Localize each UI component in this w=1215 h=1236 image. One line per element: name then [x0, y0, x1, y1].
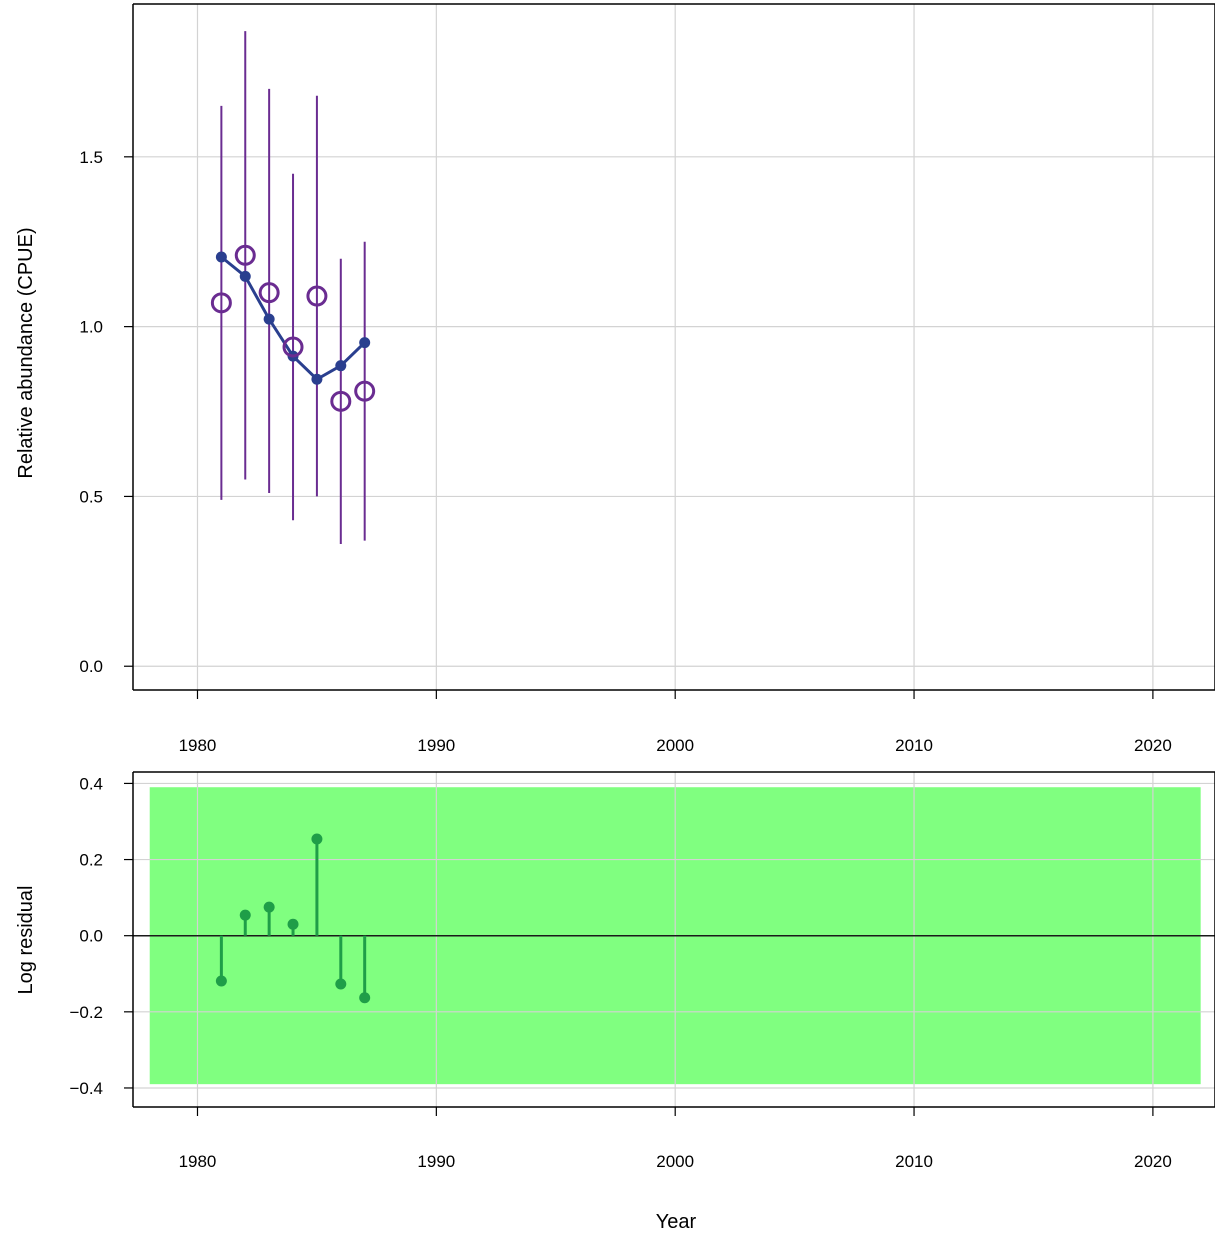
y-tick-label: 1.5: [79, 148, 103, 167]
y-tick-label: 0.0: [79, 657, 103, 676]
residual-point: [287, 918, 299, 930]
residual-point: [215, 975, 227, 987]
residual-point: [263, 901, 275, 913]
bottom-frame: [132, 771, 1215, 1108]
x-tick-label: 1990: [417, 736, 455, 755]
bottom-ticks: 1980 1990 2000 2010 2020 −0.4 −0.2 0.0 0.2 0.4: [69, 774, 1171, 1171]
residual-panel: 1980 1990 2000 2010 2020 −0.4 −0.2 0.0 0.2 0.4 Lo…: [15, 771, 1215, 1233]
y-tick-label: 0.0: [79, 927, 103, 946]
top-frame: [132, 3, 1215, 691]
observed-point: [234, 244, 256, 266]
bottom-y-axis-label: Log residual: [15, 886, 37, 995]
fitted-point: [335, 360, 347, 372]
fitted-point: [359, 337, 371, 349]
x-tick-label: 2010: [895, 736, 933, 755]
x-tick-label: 1980: [179, 1152, 217, 1171]
top-y-axis-label: Relative abundance (CPUE): [15, 227, 37, 478]
x-tick-label: 1990: [417, 1152, 455, 1171]
x-tick-label: 1980: [179, 736, 217, 755]
cpue-fit-panel: 1980 1990 2000 2010 2020 0.0 0.5 1.0 1.5 Relativ…: [15, 3, 1215, 755]
top-ticks: 1980 1990 2000 2010 2020 0.0 0.5 1.0 1.5: [79, 148, 1171, 755]
y-tick-label: −0.2: [69, 1003, 103, 1022]
x-tick-label: 2000: [656, 736, 694, 755]
y-tick-label: 0.2: [79, 851, 103, 870]
x-tick-label: 2000: [656, 1152, 694, 1171]
top-grid: [133, 4, 1215, 690]
y-tick-label: 1.0: [79, 318, 103, 337]
observed-point: [354, 380, 376, 402]
residual-point: [359, 992, 371, 1004]
y-tick-label: 0.5: [79, 487, 103, 506]
observed-point: [210, 292, 232, 314]
observed-point: [258, 282, 280, 304]
x-tick-label: 2020: [1134, 736, 1172, 755]
fitted-point: [311, 373, 323, 385]
fitted-point: [239, 270, 251, 282]
y-tick-label: −0.4: [69, 1079, 103, 1098]
x-tick-label: 2020: [1134, 1152, 1172, 1171]
y-tick-label: 0.4: [79, 774, 103, 793]
residual-point: [335, 978, 347, 990]
residual-point: [311, 833, 323, 845]
fitted-point: [215, 251, 227, 263]
x-axis-label: Year: [656, 1211, 697, 1233]
x-tick-label: 2010: [895, 1152, 933, 1171]
fitted-point: [263, 313, 275, 325]
top-series: [210, 31, 376, 544]
residual-point: [239, 909, 251, 921]
observed-point: [306, 285, 328, 307]
observed-point: [330, 390, 352, 412]
bottom-series: [133, 833, 1215, 1004]
observed-point: [282, 336, 304, 358]
